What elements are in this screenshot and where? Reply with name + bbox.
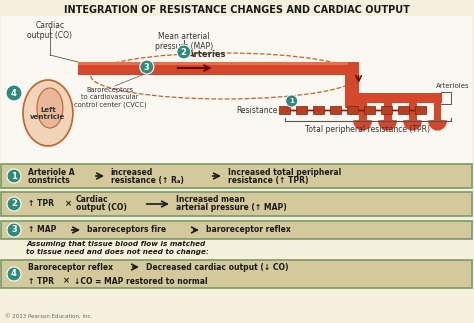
Text: baroreceptors fire: baroreceptors fire [87,225,166,234]
Circle shape [7,223,21,237]
Text: INTEGRATION OF RESISTANCE CHANGES AND CARDIAC OUTPUT: INTEGRATION OF RESISTANCE CHANGES AND CA… [64,5,410,15]
FancyBboxPatch shape [330,106,341,114]
Polygon shape [434,98,441,120]
Polygon shape [78,62,347,75]
Circle shape [286,95,298,107]
Ellipse shape [37,88,63,128]
Text: 1: 1 [289,98,294,104]
Text: Decreased cardiac output (↓ CO): Decreased cardiac output (↓ CO) [146,263,288,272]
Text: 3: 3 [144,62,150,71]
Text: Arteries: Arteries [188,50,226,59]
Polygon shape [383,98,392,120]
Text: 4: 4 [11,89,17,98]
Text: Mean arterial
pressure (MAP): Mean arterial pressure (MAP) [155,32,213,51]
Text: ×: × [63,276,70,286]
Text: Assuming that tissue blood flow is matched
to tissue need and does not need to c: Assuming that tissue blood flow is match… [26,241,209,255]
Text: 1: 1 [11,172,17,181]
Text: Baroreceptor reflex: Baroreceptor reflex [28,263,113,272]
Circle shape [177,45,191,59]
FancyBboxPatch shape [1,221,473,239]
FancyBboxPatch shape [1,16,473,166]
Text: ↑ TPR: ↑ TPR [28,276,54,286]
Text: baroreceptor reflex: baroreceptor reflex [206,225,291,234]
Text: ×: × [65,200,72,209]
Text: Cardiac
output (CO): Cardiac output (CO) [27,21,73,40]
FancyBboxPatch shape [1,192,473,216]
Polygon shape [409,98,417,120]
Text: Baroreceptors
to cardiovascular
control center (CVCC): Baroreceptors to cardiovascular control … [73,87,146,108]
FancyBboxPatch shape [347,106,358,114]
Circle shape [140,60,154,74]
Ellipse shape [23,80,73,146]
Text: 3: 3 [11,225,17,234]
Text: Increased mean: Increased mean [176,195,245,204]
Text: Arterioles: Arterioles [436,83,469,89]
Circle shape [6,85,22,101]
Text: arterial pressure (↑ MAP): arterial pressure (↑ MAP) [176,203,287,213]
Text: Resistance: Resistance [237,106,278,114]
Circle shape [7,197,21,211]
Circle shape [7,169,21,183]
Text: constricts: constricts [28,175,71,184]
FancyBboxPatch shape [296,106,307,114]
FancyBboxPatch shape [381,106,392,114]
Text: 2: 2 [181,47,187,57]
FancyBboxPatch shape [313,106,324,114]
Polygon shape [345,62,359,108]
Polygon shape [352,93,443,103]
Text: increased: increased [111,168,153,176]
Text: ↑ TPR: ↑ TPR [28,200,54,209]
Text: Cardiac: Cardiac [76,195,109,204]
Text: Left
ventricle: Left ventricle [30,107,65,120]
Text: Arteriole A: Arteriole A [28,168,74,176]
Text: ↑ MAP: ↑ MAP [28,225,56,234]
Text: 4: 4 [11,269,17,278]
Text: Total peripheral resistance (TPR): Total peripheral resistance (TPR) [305,125,430,134]
Text: resistance (↑ Rₐ): resistance (↑ Rₐ) [111,175,184,184]
Text: output (CO): output (CO) [76,203,127,213]
Text: 2: 2 [11,200,17,209]
FancyBboxPatch shape [415,106,426,114]
FancyBboxPatch shape [398,106,409,114]
Polygon shape [359,98,366,120]
Circle shape [7,267,21,281]
FancyBboxPatch shape [1,260,473,288]
FancyBboxPatch shape [365,106,375,114]
FancyBboxPatch shape [279,106,290,114]
Polygon shape [78,62,347,65]
Text: Increased total peripheral: Increased total peripheral [228,168,341,176]
FancyBboxPatch shape [1,164,473,188]
Text: resistance (↑ TPR): resistance (↑ TPR) [228,175,308,184]
Text: ↓CO = MAP restored to normal: ↓CO = MAP restored to normal [74,276,208,286]
Text: © 2013 Pearson Education, Inc.: © 2013 Pearson Education, Inc. [5,314,92,318]
